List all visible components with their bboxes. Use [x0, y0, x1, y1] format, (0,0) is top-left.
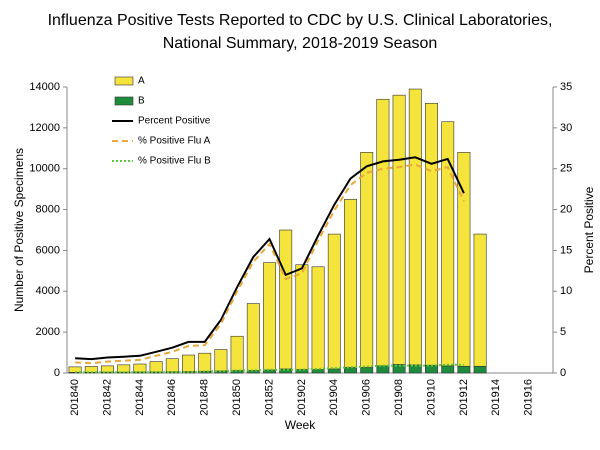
- bar: [246, 303, 260, 371]
- bar: [392, 94, 406, 365]
- legend-label: A: [138, 76, 145, 87]
- chart-title: National Summary, 2018-2019 Season: [163, 35, 438, 52]
- bar: [230, 335, 244, 371]
- x-axis-label: Week: [285, 418, 316, 432]
- legend-swatch: [114, 76, 134, 86]
- x-tick-label: 201842: [101, 379, 113, 416]
- legend-label: B: [138, 96, 145, 107]
- y2-tick-label: 10: [560, 285, 572, 297]
- bar: [295, 369, 309, 374]
- legend-label: % Positive Flu B: [138, 156, 211, 167]
- bar: [473, 365, 487, 374]
- y-tick-label: 6000: [36, 244, 60, 256]
- x-tick-label: 201916: [523, 379, 535, 416]
- bar: [279, 368, 293, 374]
- bar: [117, 364, 131, 373]
- y-tick-label: 14000: [29, 81, 60, 93]
- line: [75, 156, 465, 361]
- x-tick-label: 201906: [361, 379, 373, 416]
- x-tick-label: 201848: [199, 379, 211, 416]
- x-tick-label: 201846: [166, 379, 178, 416]
- bar: [295, 264, 309, 370]
- bar: [441, 121, 455, 367]
- bar: [360, 152, 374, 368]
- legend-label: Percent Positive: [138, 116, 211, 127]
- bar: [473, 233, 487, 367]
- legend-swatch: [114, 96, 134, 106]
- x-tick-label: 201850: [231, 379, 243, 416]
- chart-title: Influenza Positive Tests Reported to CDC…: [48, 12, 553, 29]
- bar: [327, 368, 341, 374]
- x-tick-label: 201902: [296, 379, 308, 416]
- y2-tick-label: 30: [560, 122, 572, 134]
- y-tick-label: 10000: [29, 163, 60, 175]
- bar: [263, 262, 276, 371]
- bar: [425, 103, 438, 366]
- x-tick-label: 201908: [393, 379, 405, 416]
- bar: [214, 349, 228, 372]
- y-tick-label: 2000: [36, 326, 60, 338]
- y2-tick-label: 15: [560, 244, 572, 256]
- y2-tick-label: 5: [560, 326, 566, 338]
- bar: [182, 354, 195, 372]
- bar: [441, 365, 455, 374]
- bar: [457, 365, 471, 374]
- bar: [149, 361, 163, 373]
- bar: [279, 229, 293, 370]
- x-tick-label: 201910: [425, 379, 437, 416]
- y-tick-label: 0: [54, 367, 60, 379]
- x-tick-label: 201852: [263, 379, 275, 416]
- line: [75, 163, 465, 365]
- y2-axis-label: Percent Positive: [582, 186, 596, 273]
- bar: [344, 199, 357, 368]
- bar: [457, 152, 471, 367]
- bar: [263, 369, 276, 374]
- y2-tick-label: 0: [560, 367, 566, 379]
- x-tick-label: 201840: [69, 379, 81, 416]
- y-axis-label: Number of Positive Specimens: [12, 148, 26, 312]
- bar: [344, 367, 357, 374]
- y2-tick-label: 25: [560, 163, 572, 175]
- y2-tick-label: 20: [560, 203, 572, 215]
- bar: [311, 266, 325, 370]
- y-tick-label: 4000: [36, 285, 60, 297]
- x-tick-label: 201912: [458, 379, 470, 416]
- bar: [327, 233, 341, 370]
- bar: [360, 367, 374, 374]
- x-tick-label: 201844: [134, 379, 146, 416]
- legend-label: % Positive Flu A: [138, 136, 211, 147]
- y-tick-label: 12000: [29, 122, 60, 134]
- line: [75, 363, 464, 374]
- bar: [165, 358, 179, 373]
- bar: [198, 352, 212, 372]
- y2-tick-label: 35: [560, 81, 572, 93]
- x-tick-label: 201904: [328, 379, 340, 416]
- bar: [311, 369, 325, 374]
- bar: [376, 98, 390, 367]
- y-tick-label: 8000: [36, 203, 60, 215]
- bar: [133, 363, 147, 373]
- x-tick-label: 201914: [490, 379, 502, 416]
- bar: [376, 365, 390, 374]
- bar: [408, 88, 422, 366]
